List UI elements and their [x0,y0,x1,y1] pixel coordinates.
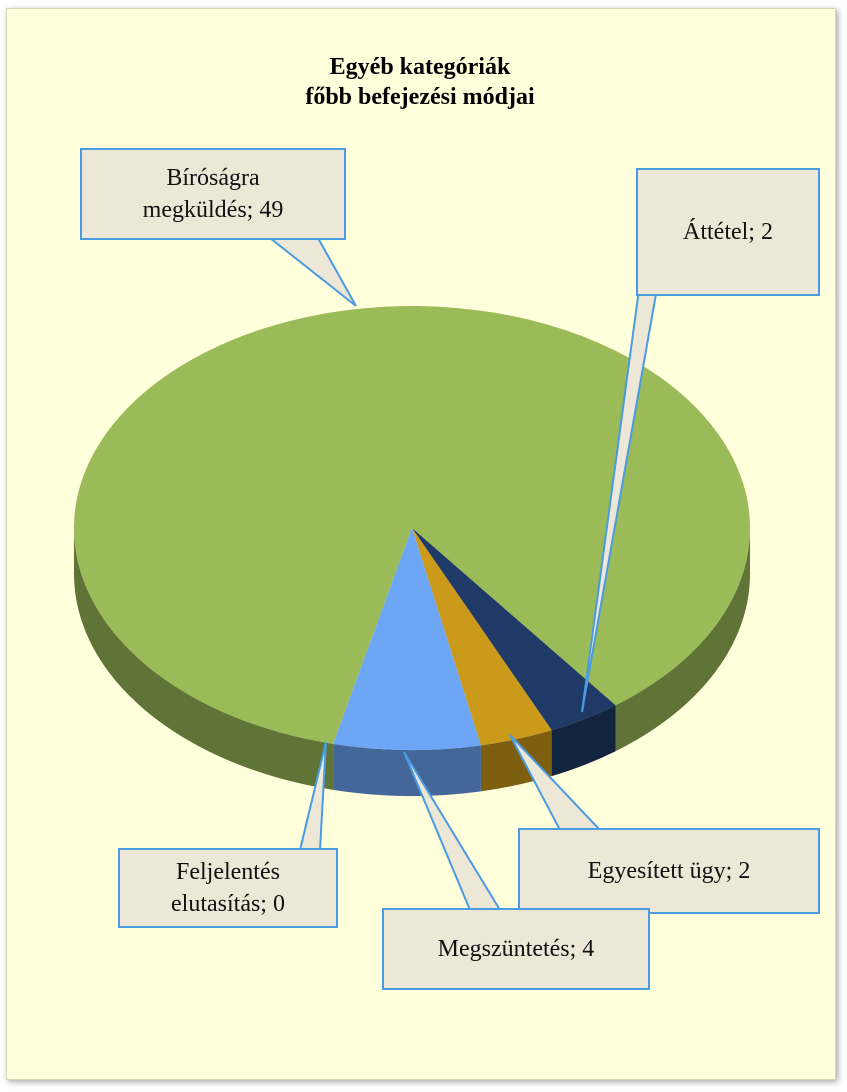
pie-slice [74,306,751,744]
data-label: Feljelentés elutasítás; 0 [118,848,338,928]
pie-slice [412,528,616,731]
pie-slice [333,528,481,750]
callout-pointer [267,237,357,307]
data-label: Bíróságra megküldés; 49 [80,148,346,240]
pie-slice-side [551,705,616,777]
data-label: Áttétel; 2 [636,168,820,296]
pie-slice-side [74,528,334,790]
data-label: Megszüntetés; 4 [382,908,650,990]
pie-slice-side [333,743,481,797]
pie-slice-side [615,528,750,752]
chart-title: Egyéb kategóriák főbb befejezési módjai [305,54,535,110]
data-label: Egyesített ügy; 2 [518,828,820,914]
pie-slice [412,528,552,746]
